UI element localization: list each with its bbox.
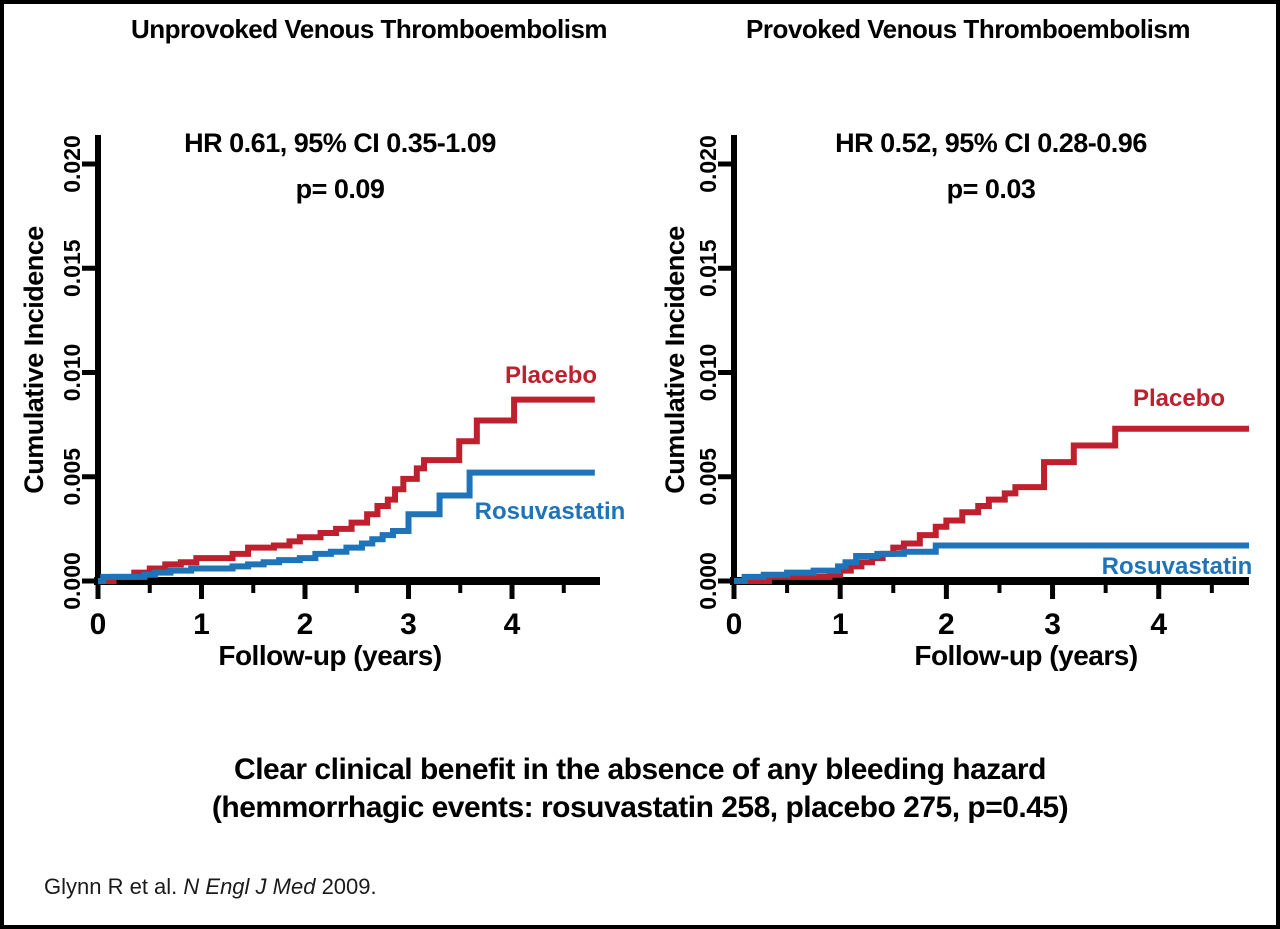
x-minor-tick <box>891 581 896 593</box>
y-tick-label: 0.020 <box>695 135 721 193</box>
x-tick-label: 2 <box>938 608 955 641</box>
rosuvastatin-curve-label: Rosuvastatin <box>474 498 626 525</box>
x-axis-line <box>94 577 600 585</box>
chart-panel-unprovoked: 0.000 0.005 0.010 0.015 0.020 0 1 2 3 4 Unprovoke… <box>0 0 640 700</box>
conclusion-line-2: (hemmorrhagic events: rosuvastatin 258, … <box>211 791 1069 824</box>
y-tick-label: 0.010 <box>59 344 85 402</box>
x-tick-label: 2 <box>297 608 314 641</box>
x-tick-label: 3 <box>1044 608 1061 641</box>
y-tick <box>718 161 731 167</box>
citation: Glynn R et al. N Engl J Med 2009. <box>44 874 377 900</box>
curve-placebo <box>734 425 1249 584</box>
curve-rosuvastatin <box>98 469 595 584</box>
x-axis-label: Follow-up (years) <box>218 640 442 671</box>
x-minor-tick <box>458 581 463 593</box>
x-minor-tick <box>561 581 566 593</box>
x-tick <box>199 581 205 599</box>
x-axis-line <box>730 577 1249 585</box>
citation-journal: N Engl J Med <box>183 874 316 899</box>
x-tick <box>406 581 412 599</box>
x-minor-tick <box>1209 581 1214 593</box>
x-tick <box>943 581 949 599</box>
y-tick-label: 0.005 <box>59 448 85 506</box>
y-axis-label: Cumulative Incidence <box>660 226 690 494</box>
x-tick <box>1050 581 1056 599</box>
y-axis-line <box>731 135 737 585</box>
x-minor-tick <box>1103 581 1108 593</box>
y-tick <box>82 578 95 584</box>
x-minor-tick <box>785 581 790 593</box>
unprovoked-chart-canvas: 0.000 0.005 0.010 0.015 0.020 0 1 2 3 4 <box>59 135 600 641</box>
x-tick <box>302 581 308 599</box>
x-minor-tick <box>251 581 256 593</box>
y-tick-label: 0.020 <box>59 135 85 193</box>
x-tick-label: 3 <box>400 608 417 641</box>
y-tick-label: 0.000 <box>59 552 85 610</box>
conclusion-text: Clear clinical benefit in the absence of… <box>0 751 1280 827</box>
provoked-chart-canvas: 0.000 0.005 0.010 0.015 0.020 0 1 2 3 4 <box>695 135 1249 641</box>
y-axis-line <box>95 135 101 585</box>
y-tick <box>718 370 731 375</box>
x-tick-label: 1 <box>193 608 210 641</box>
y-tick-label: 0.005 <box>695 448 721 506</box>
conclusion-line-1: Clear clinical benefit in the absence of… <box>234 753 1046 786</box>
y-tick <box>82 265 95 271</box>
x-tick-label: 0 <box>90 608 107 641</box>
p-value-text: p= 0.09 <box>295 174 385 204</box>
y-tick <box>82 370 95 375</box>
citation-year: 2009. <box>315 874 377 899</box>
citation-authors: Glynn R et al. <box>44 874 184 899</box>
y-tick <box>718 474 731 480</box>
chart-title-unprovoked: Unprovoked Venous Thromboembolism <box>130 14 608 44</box>
x-minor-tick <box>354 581 359 593</box>
x-tick <box>1156 581 1162 599</box>
x-tick-label: 0 <box>726 608 743 641</box>
y-tick-label: 0.015 <box>695 239 721 297</box>
y-tick <box>82 474 95 480</box>
placebo-curve-label: Placebo <box>1132 385 1226 412</box>
x-minor-tick <box>997 581 1002 593</box>
hazard-ratio-text: HR 0.61, 95% CI 0.35-1.09 <box>184 128 496 158</box>
x-axis-label: Follow-up (years) <box>914 640 1138 671</box>
stats-annotation-provoked: HR 0.52, 95% CI 0.28-0.96 p= 0.03 <box>741 120 1241 212</box>
x-tick-label: 1 <box>832 608 849 641</box>
y-tick-label: 0.010 <box>695 344 721 402</box>
y-tick-label: 0.000 <box>695 552 721 610</box>
hazard-ratio-text: HR 0.52, 95% CI 0.28-0.96 <box>835 128 1147 158</box>
rosuvastatin-curve-label: Rosuvastatin <box>1101 553 1253 580</box>
y-axis-label: Cumulative Incidence <box>19 226 49 494</box>
chart-title-provoked: Provoked Venous Thromboembolism <box>746 14 1190 44</box>
p-value-text: p= 0.03 <box>946 174 1036 204</box>
stats-annotation-unprovoked: HR 0.61, 95% CI 0.35-1.09 p= 0.09 <box>90 120 590 212</box>
y-tick <box>718 265 731 271</box>
x-tick-label: 4 <box>504 608 521 641</box>
x-tick <box>95 581 101 599</box>
curve-placebo <box>98 396 595 584</box>
y-tick <box>82 161 95 167</box>
y-tick-label: 0.015 <box>59 239 85 297</box>
x-minor-tick <box>147 581 152 593</box>
x-tick <box>509 581 515 599</box>
x-tick <box>837 581 843 599</box>
placebo-curve-label: Placebo <box>504 362 598 389</box>
curve-rosuvastatin <box>734 542 1249 584</box>
y-tick <box>718 578 731 584</box>
x-tick-label: 4 <box>1150 608 1167 641</box>
chart-panel-provoked: 0.000 0.005 0.010 0.015 0.020 0 1 2 3 4 Provoked … <box>636 0 1276 700</box>
x-tick <box>731 581 737 599</box>
